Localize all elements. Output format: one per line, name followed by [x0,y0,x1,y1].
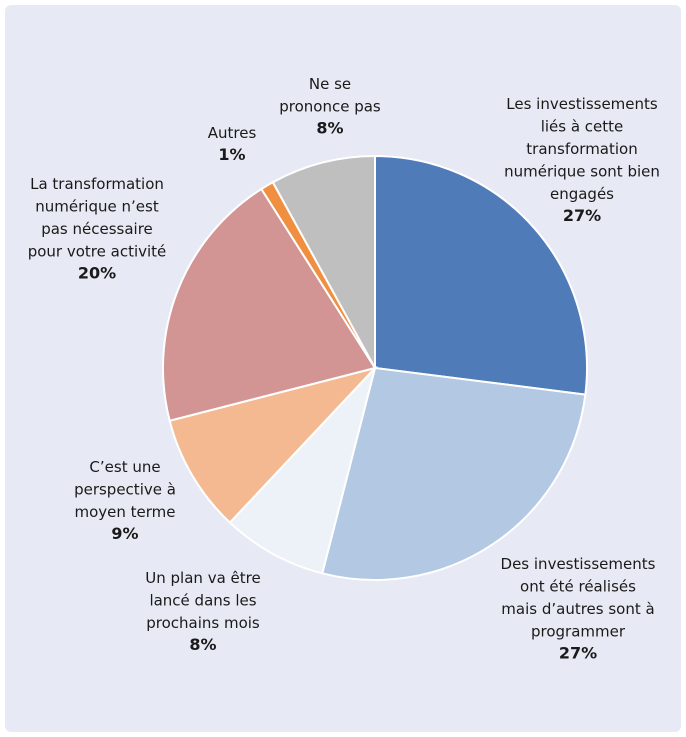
slice-value-label: 27% [563,206,601,225]
slice-label: Des investissements ont été réalisés mais … [501,555,656,641]
pie-slice [168,366,379,524]
slice-label: C’est une perspective à moyen terme [74,458,176,521]
slice-value-label: 9% [111,524,138,543]
slice-label: Les investissements liés à cette transform… [504,95,660,203]
slice-value-label: 1% [218,145,245,164]
pie-slice [162,187,377,422]
pie-slice [228,367,376,575]
slice-label: Un plan va être lancé dans les prochains m… [145,569,260,632]
slice-value-label: 8% [189,635,216,654]
slice-value-label: 8% [316,119,343,138]
pie-slice [271,154,376,369]
slice-label: Autres [208,124,257,142]
pie-slice [321,366,587,581]
slice-value-label: 27% [559,644,597,663]
slice-label: La transformation numérique n’est pas néce… [28,175,167,261]
slice-value-label: 20% [78,264,116,283]
slice-label: Ne se prononce pas [279,75,381,116]
pie-slice [374,154,588,396]
